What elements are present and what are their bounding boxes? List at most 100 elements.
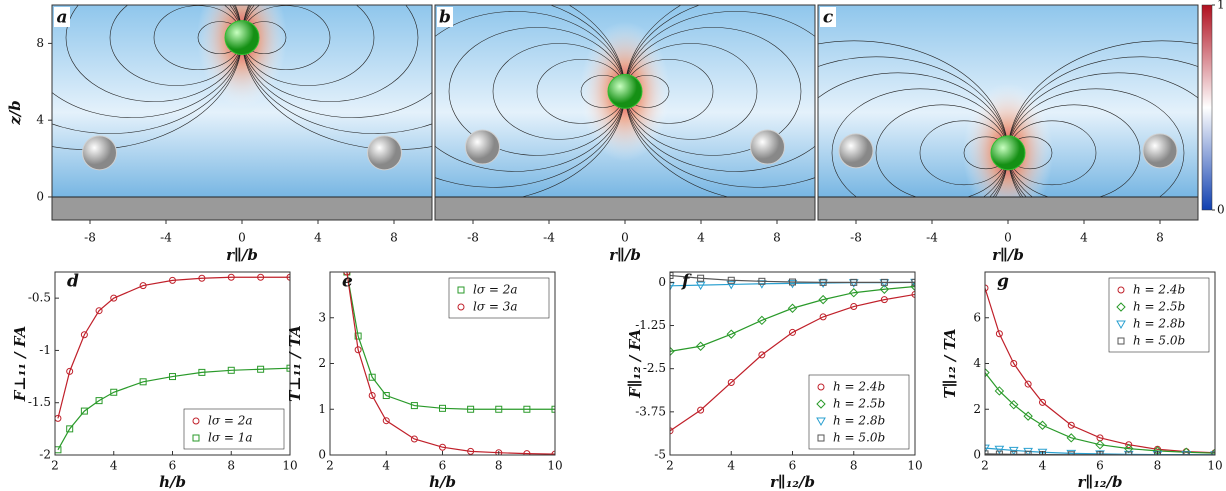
sphere: [368, 136, 402, 170]
y-tick-label: 4: [36, 113, 44, 127]
x-tick-label: 4: [1080, 231, 1088, 245]
x-tick-label: 10: [282, 459, 297, 473]
y-tick-label: 2: [973, 402, 981, 416]
y-axis-label: z/b: [6, 100, 24, 126]
y-tick-label: -1.5: [28, 395, 51, 409]
x-tick-label: 10: [547, 459, 562, 473]
legend-label: h = 2.5b: [1133, 300, 1185, 314]
x-axis-label: r∥/b: [992, 246, 1024, 264]
y-axis-label: F⊥₁₁ / FA: [11, 326, 29, 403]
sphere: [466, 130, 500, 164]
x-tick-label: 10: [1207, 459, 1222, 473]
y-tick-label: -2: [39, 448, 51, 462]
x-tick-label: 6: [169, 459, 177, 473]
x-tick-label: -8: [467, 231, 479, 245]
y-axis-label: T∥₁₂ / TA: [941, 328, 959, 398]
y-tick-label: 1: [318, 402, 326, 416]
y-tick-label: 6: [973, 310, 981, 324]
y-tick-label: -3.75: [635, 404, 666, 418]
x-tick-label: 8: [227, 459, 235, 473]
y-tick-label: -2.5: [643, 361, 666, 375]
series-line: [670, 287, 915, 352]
sphere: [225, 21, 259, 55]
x-axis-label: r∥/b: [609, 246, 641, 264]
legend-label: h = 2.4b: [1133, 283, 1185, 297]
panel-label: f: [681, 272, 692, 292]
y-tick-label: 0: [318, 448, 326, 462]
x-tick-label: -4: [543, 231, 555, 245]
x-tick-label: 2: [326, 459, 334, 473]
y-tick-label: -5: [654, 448, 666, 462]
legend-label: h = 5.0b: [833, 431, 885, 445]
panel-label: e: [342, 272, 353, 292]
legend-label: h = 2.4b: [833, 380, 885, 394]
panel-label: d: [67, 272, 79, 292]
x-tick-label: 2: [666, 459, 674, 473]
x-tick-label: 0: [621, 231, 629, 245]
x-tick-label: 6: [789, 459, 797, 473]
y-tick-label: 0: [36, 189, 44, 203]
series-line: [58, 277, 290, 418]
x-tick-label: 10: [907, 459, 922, 473]
wall: [435, 197, 815, 220]
sphere: [839, 134, 873, 168]
sphere: [83, 136, 117, 170]
x-axis-label: r∥/b: [226, 246, 258, 264]
x-tick-label: 4: [727, 459, 735, 473]
x-tick-label: 8: [390, 231, 398, 245]
y-tick-label: 0: [658, 275, 666, 289]
colorbar-tick-label: 1: [1217, 0, 1225, 12]
page: {"chart_data":[ {"type":"field","label":…: [0, 0, 1226, 491]
figure: a -8 -4 0 4 8 0 4 8 r∥/b z/b b -8 -4 0 4 8 r∥/b c -8 -4 0 4 8 r∥…: [0, 0, 1226, 491]
sphere: [991, 136, 1025, 170]
x-tick-label: 8: [495, 459, 503, 473]
sphere: [608, 74, 642, 108]
sphere: [751, 130, 785, 164]
x-tick-label: 8: [1156, 231, 1164, 245]
y-tick-label: 0: [973, 448, 981, 462]
x-tick-label: -8: [84, 231, 96, 245]
legend-label: h = 2.5b: [833, 397, 885, 411]
x-tick-label: 6: [439, 459, 447, 473]
x-tick-label: 2: [981, 459, 989, 473]
legend-label: h = 2.8b: [1133, 317, 1185, 331]
x-tick-label: -4: [926, 231, 938, 245]
x-tick-label: 0: [1004, 231, 1012, 245]
x-tick-label: 2: [51, 459, 59, 473]
legend-label: lσ = 2a: [208, 414, 253, 428]
x-tick-label: -8: [850, 231, 862, 245]
y-tick-label: 3: [318, 310, 326, 324]
legend-label: lσ = 1a: [208, 431, 253, 445]
x-tick-label: 4: [382, 459, 390, 473]
x-tick-label: 4: [314, 231, 322, 245]
y-tick-label: -0.5: [28, 291, 51, 305]
x-tick-label: 8: [773, 231, 781, 245]
x-axis-label: r∥₁₂/b: [770, 473, 815, 491]
y-tick-label: 2: [318, 356, 326, 370]
x-tick-label: 4: [1039, 459, 1047, 473]
wall: [52, 197, 432, 220]
x-tick-label: 4: [697, 231, 705, 245]
x-axis-label: h/b: [429, 473, 456, 491]
x-axis-label: h/b: [159, 473, 186, 491]
panel-label: g: [997, 272, 1009, 292]
x-axis-label: r∥₁₂/b: [1078, 473, 1123, 491]
colorbar-tick-label: 0: [1217, 203, 1225, 217]
panel-label: b: [439, 8, 451, 28]
panel-label: c: [823, 8, 834, 28]
y-tick-label: 4: [973, 356, 981, 370]
legend-label: lσ = 3a: [473, 300, 518, 314]
x-tick-label: -4: [160, 231, 172, 245]
x-tick-label: 8: [1154, 459, 1162, 473]
y-axis-label: F∥₁₂ / FA: [626, 329, 644, 399]
colorbar: [1202, 5, 1212, 210]
panel-label: a: [56, 8, 67, 28]
legend-label: h = 2.8b: [833, 414, 885, 428]
y-tick-label: -1: [39, 343, 51, 357]
legend-label: h = 5.0b: [1133, 334, 1185, 348]
x-tick-label: 4: [110, 459, 118, 473]
x-tick-label: 6: [1096, 459, 1104, 473]
wall: [818, 197, 1198, 220]
x-tick-label: 0: [238, 231, 246, 245]
sphere: [1143, 134, 1177, 168]
